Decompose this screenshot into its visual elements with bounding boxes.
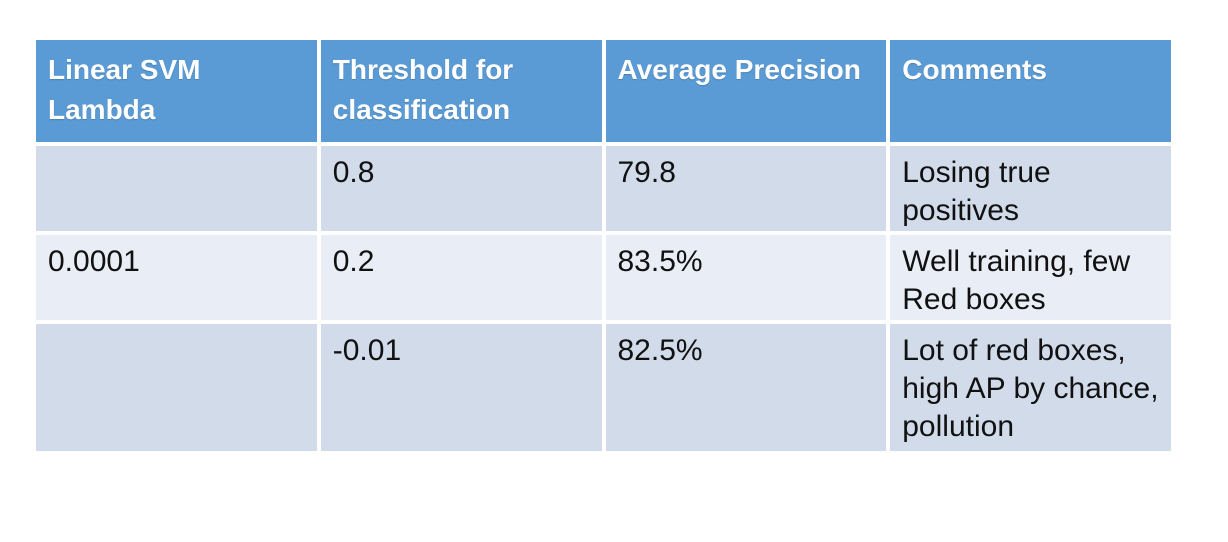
header-cell-linear-svm-lambda: Linear SVM Lambda <box>36 40 317 142</box>
cell-row2-comments: Well training, few Red boxes <box>890 235 1171 320</box>
cell-row3-avg-precision: 82.5% <box>605 324 887 451</box>
header-cell-comments: Comments <box>890 40 1171 142</box>
cell-row1-threshold: 0.8 <box>320 146 602 231</box>
cell-row2-threshold: 0.2 <box>320 235 602 320</box>
cell-row3-lambda <box>36 324 317 451</box>
cell-row1-avg-precision: 79.8 <box>605 146 887 231</box>
cell-row2-avg-precision: 83.5% <box>605 235 887 320</box>
cell-row1-comments: Losing true positives <box>890 146 1171 231</box>
cell-row3-comments: Lot of red boxes, high AP by chance, pol… <box>890 324 1171 451</box>
cell-row3-threshold: -0.01 <box>320 324 602 451</box>
header-cell-average-precision: Average Precision <box>605 40 887 142</box>
header-cell-threshold: Threshold for classification <box>320 40 602 142</box>
cell-row2-lambda: 0.0001 <box>36 235 317 320</box>
results-table: Linear SVM Lambda Threshold for classifi… <box>36 40 1171 451</box>
cell-row1-lambda <box>36 146 317 231</box>
